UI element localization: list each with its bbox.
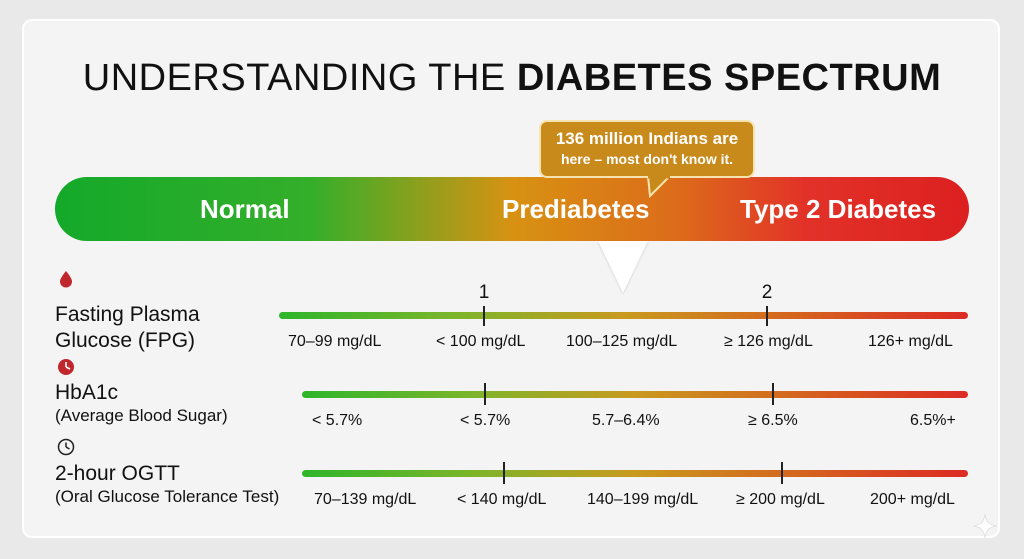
hba1c-value-diabetes-range: 6.5%+ — [910, 412, 956, 429]
callout-tail — [646, 176, 672, 198]
fpg-name-line-1: Fasting Plasma — [55, 303, 200, 326]
hba1c-value-diabetes-threshold: ≥ 6.5% — [748, 412, 798, 429]
fpg-value-normal-range: 70–99 mg/dL — [288, 333, 382, 350]
ogtt-value-normal-threshold: < 140 mg/dL — [457, 491, 547, 508]
ogtt-name-line-1: 2-hour OGTT — [55, 462, 180, 485]
hba1c-name-line-2: (Average Blood Sugar) — [55, 406, 228, 425]
hba1c-tick-2 — [772, 383, 774, 405]
page-title: UNDERSTANDING THE DIABETES SPECTRUM — [0, 57, 1024, 100]
fpg-value-diabetes-range: 126+ mg/dL — [868, 333, 953, 350]
ogtt-value-prediabetes-range: 140–199 mg/dL — [587, 491, 699, 508]
fpg-label: Fasting Plasma Glucose (FPG) — [55, 302, 200, 354]
fpg-range-bar — [279, 312, 968, 319]
ogtt-value-normal-range: 70–139 mg/dL — [314, 491, 417, 508]
blood-drop-icon — [60, 271, 72, 288]
ogtt-tick-2 — [781, 462, 783, 484]
hba1c-value-prediabetes-range: 5.7–6.4% — [592, 412, 660, 429]
fpg-value-normal-threshold: < 100 mg/dL — [436, 333, 526, 350]
hba1c-range-bar — [302, 391, 968, 398]
prediabetes-pointer — [598, 241, 648, 293]
fpg-tick-1 — [483, 306, 485, 326]
fpg-tick-label-1: 1 — [478, 282, 490, 303]
callout-line-1: 136 million Indians are — [555, 129, 739, 148]
clock-outline-icon — [57, 438, 75, 456]
fpg-value-diabetes-threshold: ≥ 126 mg/dL — [724, 333, 813, 350]
callout-line-2: here – most don't know it. — [560, 151, 734, 167]
ogtt-value-diabetes-threshold: ≥ 200 mg/dL — [736, 491, 825, 508]
fpg-tick-label-2: 2 — [761, 282, 773, 303]
clock-icon — [58, 359, 74, 375]
title-emphasis: DIABETES SPECTRUM — [516, 57, 942, 99]
infographic-card — [22, 19, 1000, 538]
ogtt-label: 2-hour OGTT (Oral Glucose Tolerance Test… — [55, 461, 279, 508]
hba1c-tick-1 — [484, 383, 486, 405]
hba1c-name-line-1: HbA1c — [55, 381, 119, 404]
ogtt-value-diabetes-range: 200+ mg/dL — [870, 491, 955, 508]
ogtt-range-bar — [302, 470, 968, 477]
fpg-tick-2 — [766, 306, 768, 326]
fpg-value-prediabetes-range: 100–125 mg/dL — [566, 333, 678, 350]
stage-type2-diabetes: Type 2 Diabetes — [740, 194, 937, 224]
title-prefix: UNDERSTANDING THE — [82, 57, 506, 99]
ogtt-name-line-2: (Oral Glucose Tolerance Test) — [55, 487, 280, 506]
callout-bubble: 136 million Indians are here – most don'… — [539, 120, 755, 178]
hba1c-label: HbA1c (Average Blood Sugar) — [55, 380, 228, 427]
stage-normal: Normal — [200, 194, 290, 224]
fpg-name-line-2: Glucose (FPG) — [55, 329, 196, 352]
sparkle-icon — [972, 513, 998, 539]
stage-prediabetes: Prediabetes — [502, 194, 650, 224]
hba1c-value-normal-range: < 5.7% — [312, 412, 363, 429]
spectrum-bar: Normal Prediabetes Type 2 Diabetes — [55, 177, 969, 241]
ogtt-tick-1 — [503, 462, 505, 484]
hba1c-value-normal-threshold: < 5.7% — [460, 412, 511, 429]
